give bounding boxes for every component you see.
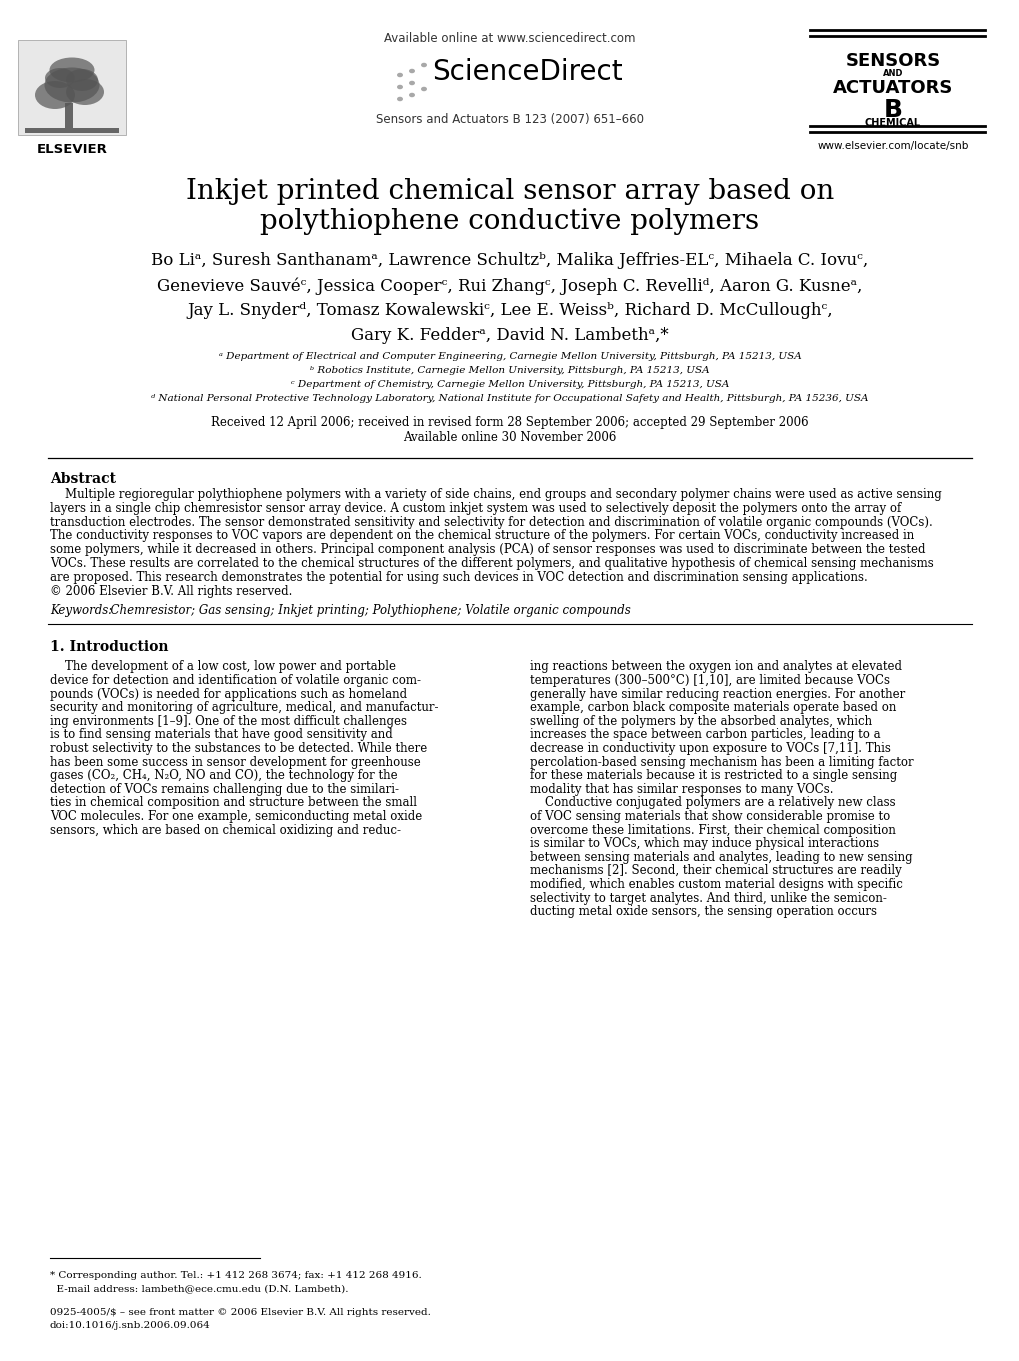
Text: sensors, which are based on chemical oxidizing and reduc-: sensors, which are based on chemical oxi… <box>50 823 400 837</box>
Ellipse shape <box>396 97 403 101</box>
Text: Sensors and Actuators B 123 (2007) 651–660: Sensors and Actuators B 123 (2007) 651–6… <box>376 113 643 127</box>
Text: VOCs. These results are correlated to the chemical structures of the different p: VOCs. These results are correlated to th… <box>50 557 932 570</box>
Text: percolation-based sensing mechanism has been a limiting factor: percolation-based sensing mechanism has … <box>530 755 913 769</box>
Text: swelling of the polymers by the absorbed analytes, which: swelling of the polymers by the absorbed… <box>530 715 871 728</box>
Text: modality that has similar responses to many VOCs.: modality that has similar responses to m… <box>530 783 833 796</box>
Text: Bo Liᵃ, Suresh Santhanamᵃ, Lawrence Schultzᵇ, Malika Jeffries-ELᶜ, Mihaela C. Io: Bo Liᵃ, Suresh Santhanamᵃ, Lawrence Schu… <box>151 252 868 269</box>
Text: ᶜ Department of Chemistry, Carnegie Mellon University, Pittsburgh, PA 15213, USA: ᶜ Department of Chemistry, Carnegie Mell… <box>290 380 729 389</box>
Text: of VOC sensing materials that show considerable promise to: of VOC sensing materials that show consi… <box>530 810 890 823</box>
Text: modified, which enables custom material designs with specific: modified, which enables custom material … <box>530 878 902 891</box>
Text: ing reactions between the oxygen ion and analytes at elevated: ing reactions between the oxygen ion and… <box>530 660 901 674</box>
Text: ᵃ Department of Electrical and Computer Engineering, Carnegie Mellon University,: ᵃ Department of Electrical and Computer … <box>218 352 801 361</box>
Text: polythiophene conductive polymers: polythiophene conductive polymers <box>260 208 759 235</box>
Text: overcome these limitations. First, their chemical composition: overcome these limitations. First, their… <box>530 823 895 837</box>
Text: Inkjet printed chemical sensor array based on: Inkjet printed chemical sensor array bas… <box>185 178 834 206</box>
Text: for these materials because it is restricted to a single sensing: for these materials because it is restri… <box>530 769 897 783</box>
Bar <box>18 39 126 135</box>
Text: example, carbon black composite materials operate based on: example, carbon black composite material… <box>530 701 896 715</box>
Text: increases the space between carbon particles, leading to a: increases the space between carbon parti… <box>530 728 879 742</box>
Text: ScienceDirect: ScienceDirect <box>432 59 622 86</box>
Text: has been some success in sensor development for greenhouse: has been some success in sensor developm… <box>50 755 421 769</box>
Text: Genevieve Sauvéᶜ, Jessica Cooperᶜ, Rui Zhangᶜ, Joseph C. Revelliᵈ, Aaron G. Kusn: Genevieve Sauvéᶜ, Jessica Cooperᶜ, Rui Z… <box>157 278 862 294</box>
Text: The development of a low cost, low power and portable: The development of a low cost, low power… <box>50 660 395 674</box>
Text: VOC molecules. For one example, semiconducting metal oxide: VOC molecules. For one example, semicond… <box>50 810 422 823</box>
Text: security and monitoring of agriculture, medical, and manufactur-: security and monitoring of agriculture, … <box>50 701 438 715</box>
Ellipse shape <box>396 84 403 90</box>
Ellipse shape <box>35 82 75 109</box>
Text: ACTUATORS: ACTUATORS <box>832 79 952 97</box>
Ellipse shape <box>45 68 100 102</box>
Text: gases (CO₂, CH₄, N₂O, NO and CO), the technology for the: gases (CO₂, CH₄, N₂O, NO and CO), the te… <box>50 769 397 783</box>
Ellipse shape <box>409 80 415 86</box>
Text: are proposed. This research demonstrates the potential for using such devices in: are proposed. This research demonstrates… <box>50 570 867 584</box>
Text: Available online 30 November 2006: Available online 30 November 2006 <box>403 431 616 444</box>
Ellipse shape <box>45 68 75 88</box>
Text: AND: AND <box>881 69 903 78</box>
Text: ing environments [1–9]. One of the most difficult challenges: ing environments [1–9]. One of the most … <box>50 715 407 728</box>
Text: decrease in conductivity upon exposure to VOCs [7,11]. This: decrease in conductivity upon exposure t… <box>530 742 890 755</box>
Text: some polymers, while it decreased in others. Principal component analysis (PCA) : some polymers, while it decreased in oth… <box>50 543 924 557</box>
Text: robust selectivity to the substances to be detected. While there: robust selectivity to the substances to … <box>50 742 427 755</box>
Text: ties in chemical composition and structure between the small: ties in chemical composition and structu… <box>50 796 417 810</box>
Text: ELSEVIER: ELSEVIER <box>37 143 107 157</box>
Ellipse shape <box>396 72 403 78</box>
Text: pounds (VOCs) is needed for applications such as homeland: pounds (VOCs) is needed for applications… <box>50 687 407 701</box>
Text: Abstract: Abstract <box>50 472 116 486</box>
Text: ᵇ Robotics Institute, Carnegie Mellon University, Pittsburgh, PA 15213, USA: ᵇ Robotics Institute, Carnegie Mellon Un… <box>310 366 709 376</box>
Text: detection of VOCs remains challenging due to the similari-: detection of VOCs remains challenging du… <box>50 783 398 796</box>
Text: The conductivity responses to VOC vapors are dependent on the chemical structure: The conductivity responses to VOC vapors… <box>50 529 913 543</box>
Text: is similar to VOCs, which may induce physical interactions: is similar to VOCs, which may induce phy… <box>530 837 878 851</box>
Ellipse shape <box>50 57 95 83</box>
Ellipse shape <box>66 79 104 105</box>
Text: E-mail address: lambeth@ece.cmu.edu (D.N. Lambeth).: E-mail address: lambeth@ece.cmu.edu (D.N… <box>50 1283 348 1293</box>
Text: temperatures (300–500°C) [1,10], are limited because VOCs: temperatures (300–500°C) [1,10], are lim… <box>530 674 890 687</box>
Text: B: B <box>882 98 902 122</box>
Text: © 2006 Elsevier B.V. All rights reserved.: © 2006 Elsevier B.V. All rights reserved… <box>50 585 292 597</box>
Text: Jay L. Snyderᵈ, Tomasz Kowalewskiᶜ, Lee E. Weissᵇ, Richard D. McCulloughᶜ,: Jay L. Snyderᵈ, Tomasz Kowalewskiᶜ, Lee … <box>187 302 832 318</box>
Bar <box>65 103 73 133</box>
Text: 0925-4005/$ – see front matter © 2006 Elsevier B.V. All rights reserved.: 0925-4005/$ – see front matter © 2006 El… <box>50 1308 430 1317</box>
Text: ducting metal oxide sensors, the sensing operation occurs: ducting metal oxide sensors, the sensing… <box>530 905 876 919</box>
Text: is to find sensing materials that have good sensitivity and: is to find sensing materials that have g… <box>50 728 392 742</box>
Text: Keywords:: Keywords: <box>50 604 112 618</box>
Bar <box>25 128 119 133</box>
Text: ᵈ National Personal Protective Technology Laboratory, National Institute for Occ: ᵈ National Personal Protective Technolog… <box>151 393 868 403</box>
Text: selectivity to target analytes. And third, unlike the semicon-: selectivity to target analytes. And thir… <box>530 891 886 905</box>
Text: * Corresponding author. Tel.: +1 412 268 3674; fax: +1 412 268 4916.: * Corresponding author. Tel.: +1 412 268… <box>50 1271 421 1279</box>
Ellipse shape <box>421 63 427 67</box>
Text: Available online at www.sciencedirect.com: Available online at www.sciencedirect.co… <box>384 33 635 45</box>
Ellipse shape <box>409 69 415 73</box>
Text: generally have similar reducing reaction energies. For another: generally have similar reducing reaction… <box>530 687 905 701</box>
Text: Multiple regioregular polythiophene polymers with a variety of side chains, end : Multiple regioregular polythiophene poly… <box>50 489 941 501</box>
Text: transduction electrodes. The sensor demonstrated sensitivity and selectivity for: transduction electrodes. The sensor demo… <box>50 516 931 528</box>
Text: between sensing materials and analytes, leading to new sensing: between sensing materials and analytes, … <box>530 851 912 864</box>
Text: Received 12 April 2006; received in revised form 28 September 2006; accepted 29 : Received 12 April 2006; received in revi… <box>211 416 808 429</box>
Text: Gary K. Fedderᵃ, David N. Lambethᵃ,*: Gary K. Fedderᵃ, David N. Lambethᵃ,* <box>351 327 668 344</box>
Text: SENSORS: SENSORS <box>845 52 940 69</box>
Ellipse shape <box>66 69 98 91</box>
Text: CHEMICAL: CHEMICAL <box>864 118 920 128</box>
Text: device for detection and identification of volatile organic com-: device for detection and identification … <box>50 674 421 687</box>
Text: Chemresistor; Gas sensing; Inkjet printing; Polythiophene; Volatile organic comp: Chemresistor; Gas sensing; Inkjet printi… <box>103 604 630 618</box>
Text: www.elsevier.com/locate/snb: www.elsevier.com/locate/snb <box>816 142 968 151</box>
Text: layers in a single chip chemresistor sensor array device. A custom inkjet system: layers in a single chip chemresistor sen… <box>50 502 901 514</box>
Ellipse shape <box>409 93 415 97</box>
Text: 1. Introduction: 1. Introduction <box>50 641 168 655</box>
Ellipse shape <box>421 87 427 91</box>
Text: Conductive conjugated polymers are a relatively new class: Conductive conjugated polymers are a rel… <box>530 796 895 810</box>
Text: mechanisms [2]. Second, their chemical structures are readily: mechanisms [2]. Second, their chemical s… <box>530 864 901 878</box>
Text: doi:10.1016/j.snb.2006.09.064: doi:10.1016/j.snb.2006.09.064 <box>50 1322 211 1330</box>
